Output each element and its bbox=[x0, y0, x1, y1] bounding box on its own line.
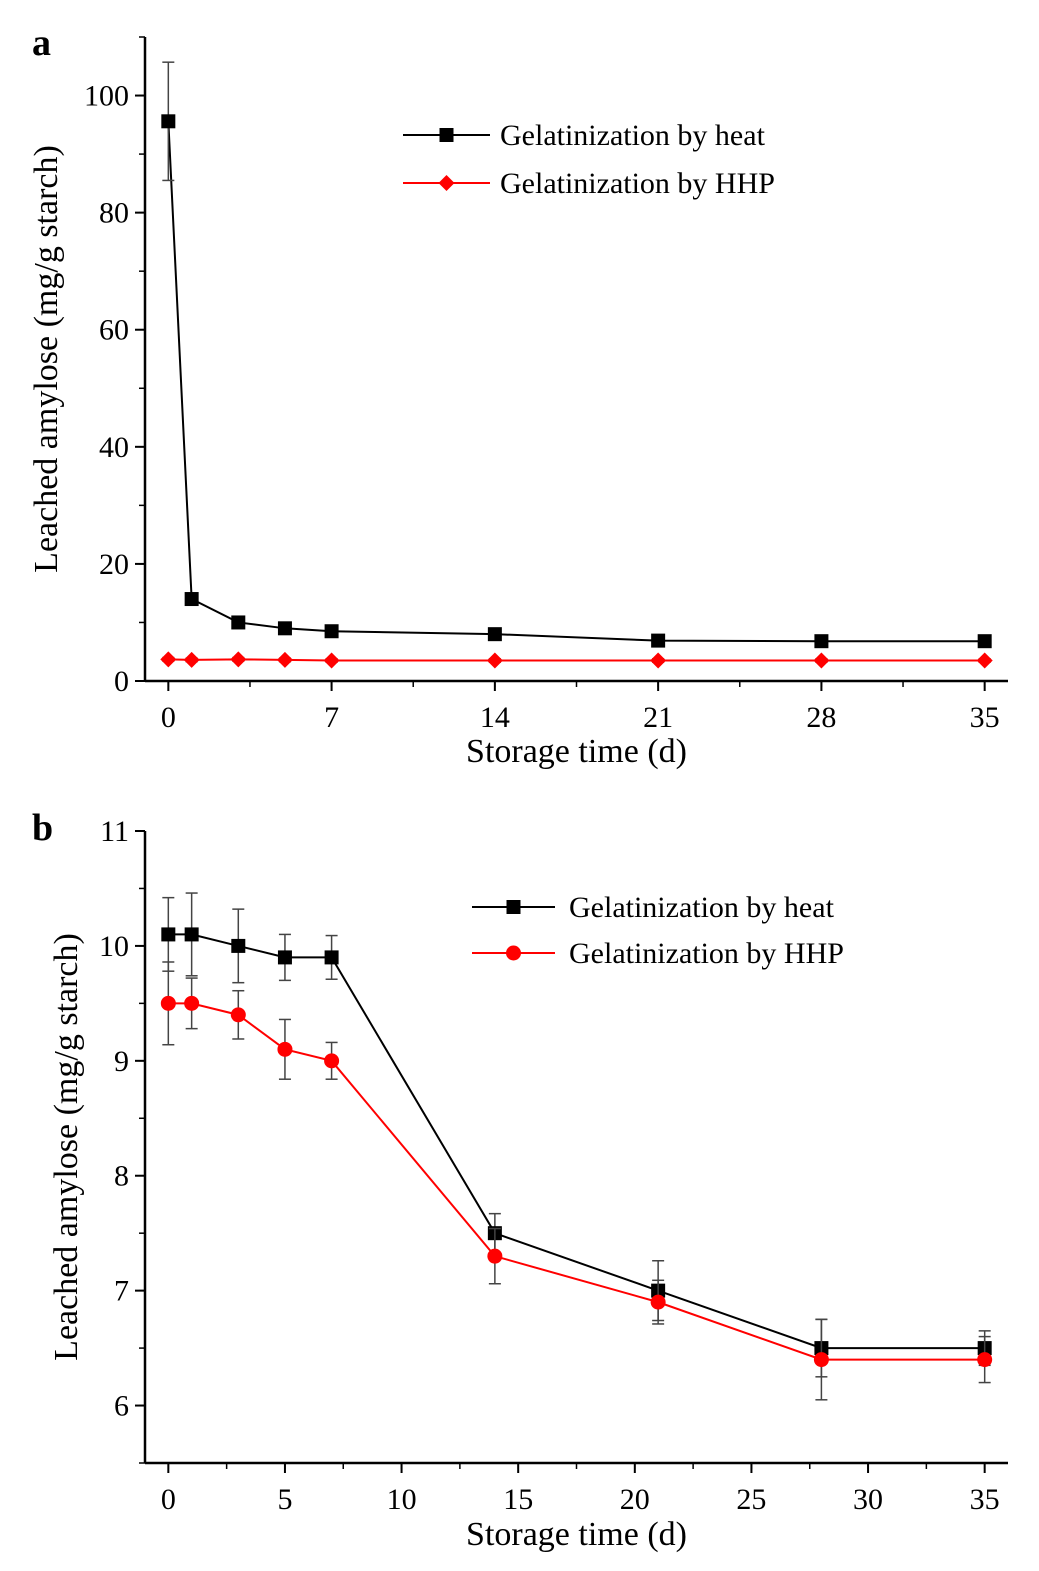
x-tick-label: 35 bbox=[970, 1483, 1000, 1516]
data-point bbox=[160, 995, 176, 1011]
y-tick-label: 100 bbox=[84, 80, 129, 113]
x-tick-label: 5 bbox=[277, 1483, 292, 1516]
y-tick-label: 9 bbox=[114, 1045, 129, 1078]
data-point bbox=[977, 1352, 993, 1368]
x-tick-label: 0 bbox=[161, 1483, 176, 1516]
chart-panel-a: a 0 20 40 60 80 100 0 7 14 21 28 35 Storage time (d) L… bbox=[28, 22, 1008, 770]
y-axis-label: Leached amylose (mg/g starch) bbox=[48, 933, 85, 1361]
y-tick-label: 7 bbox=[114, 1275, 129, 1308]
y-tick-label: 11 bbox=[100, 815, 129, 848]
data-point bbox=[487, 627, 502, 642]
legend-marker bbox=[506, 945, 521, 961]
y-tick-label: 0 bbox=[114, 665, 129, 698]
y-tick-label: 8 bbox=[114, 1160, 129, 1193]
y-tick-label: 80 bbox=[99, 197, 129, 230]
data-point bbox=[230, 1007, 246, 1023]
y-tick-label: 40 bbox=[99, 431, 129, 464]
y-tick-label: 6 bbox=[114, 1390, 129, 1423]
data-point bbox=[277, 1041, 293, 1057]
data-point bbox=[323, 652, 340, 669]
data-point bbox=[184, 592, 199, 607]
legend-item-0: Gelatinization by heat bbox=[472, 891, 835, 924]
data-point bbox=[813, 652, 830, 669]
data-point bbox=[183, 651, 200, 668]
x-tick-label: 28 bbox=[806, 701, 836, 734]
x-tick-label: 15 bbox=[503, 1483, 533, 1516]
data-point bbox=[977, 634, 992, 649]
series-1 bbox=[160, 961, 993, 1401]
data-point bbox=[277, 950, 292, 965]
data-point bbox=[160, 651, 177, 668]
legend-item-1: Gelatinization by HHP bbox=[472, 937, 844, 970]
x-tick-label: 35 bbox=[970, 701, 1000, 734]
x-tick-label: 21 bbox=[643, 701, 673, 734]
data-point bbox=[184, 995, 200, 1011]
y-tick-label: 20 bbox=[99, 548, 129, 581]
legend-marker bbox=[506, 900, 521, 914]
data-point bbox=[277, 621, 292, 636]
data-point bbox=[184, 927, 199, 942]
x-tick-label: 20 bbox=[620, 1483, 650, 1516]
data-point bbox=[324, 624, 339, 639]
x-axis-label: Storage time (d) bbox=[466, 733, 687, 770]
data-point bbox=[324, 950, 339, 965]
legend-label: Gelatinization by HHP bbox=[500, 167, 775, 200]
y-tick-label: 60 bbox=[99, 314, 129, 347]
legend-marker bbox=[439, 128, 454, 142]
panel-label: a bbox=[32, 22, 51, 64]
legend-marker bbox=[438, 175, 455, 191]
data-point bbox=[813, 1352, 829, 1368]
data-point bbox=[231, 615, 246, 630]
x-tick-label: 0 bbox=[161, 701, 176, 734]
legend-label: Gelatinization by heat bbox=[500, 119, 766, 152]
legend-label: Gelatinization by heat bbox=[569, 891, 835, 924]
data-point bbox=[324, 1053, 340, 1069]
data-point bbox=[650, 1294, 666, 1310]
x-axis-label: Storage time (d) bbox=[466, 1516, 687, 1553]
legend-item-1: Gelatinization by HHP bbox=[403, 167, 775, 200]
data-point bbox=[486, 652, 503, 669]
data-point bbox=[814, 634, 829, 649]
data-point bbox=[230, 651, 247, 668]
y-axis-label: Leached amylose (mg/g starch) bbox=[28, 145, 65, 573]
data-point bbox=[650, 652, 667, 669]
data-point bbox=[161, 114, 176, 129]
legend-item-0: Gelatinization by heat bbox=[403, 119, 766, 152]
data-point bbox=[651, 633, 666, 648]
panel-label: b bbox=[32, 807, 53, 849]
data-point bbox=[161, 927, 176, 942]
series-1 bbox=[160, 651, 993, 669]
x-tick-label: 30 bbox=[853, 1483, 883, 1516]
data-point bbox=[976, 652, 993, 669]
x-tick-label: 14 bbox=[480, 701, 510, 734]
series-0 bbox=[161, 61, 992, 649]
data-point bbox=[487, 1248, 503, 1264]
y-tick-label: 10 bbox=[99, 930, 129, 963]
x-tick-label: 25 bbox=[736, 1483, 766, 1516]
x-tick-label: 7 bbox=[324, 701, 339, 734]
x-tick-label: 10 bbox=[387, 1483, 417, 1516]
series-line bbox=[168, 1002, 985, 1361]
legend-label: Gelatinization by HHP bbox=[569, 937, 844, 970]
data-point bbox=[231, 938, 246, 953]
data-point bbox=[276, 651, 293, 668]
series-line bbox=[168, 933, 985, 1350]
chart-panel-b: b 6 7 8 9 10 11 0 5 10 15 20 25 30 35 Storage time (d) L… bbox=[32, 807, 1008, 1553]
